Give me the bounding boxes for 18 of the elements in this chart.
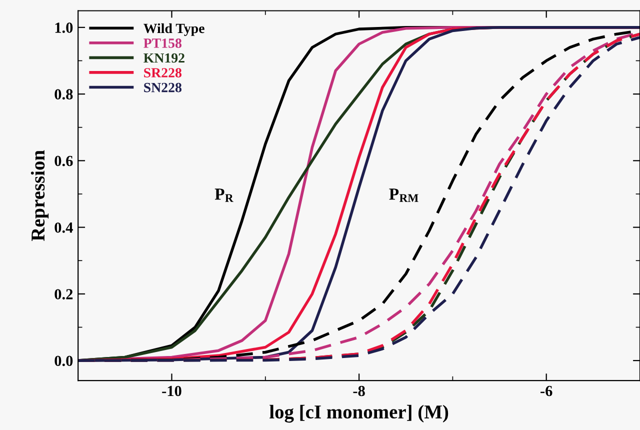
legend-label: SR228 <box>144 68 182 78</box>
legend-label: PT158 <box>144 38 182 48</box>
annotation: P$_{R}$ <box>214 188 234 202</box>
legend-label: Wild Type <box>144 23 204 36</box>
y-tick-label: 1.0 <box>55 22 73 33</box>
y-tick-label: 0.2 <box>54 289 73 300</box>
x-tick-label: -8 <box>353 386 365 396</box>
y-tick-label: 0.4 <box>54 222 73 233</box>
x-tick-label: -6 <box>540 386 552 396</box>
legend-label: KN192 <box>144 53 184 63</box>
x-tick-label: -10 <box>162 386 182 396</box>
legend-label: SN228 <box>144 82 182 92</box>
annotation: P$_{RM}$ <box>389 188 418 202</box>
y-tick-label: 0.0 <box>54 356 73 366</box>
y-tick-label: 0.6 <box>54 156 73 166</box>
y-axis-title: Repression <box>30 150 49 242</box>
y-tick-label: 0.8 <box>54 89 73 100</box>
x-axis-title: log [cI monomer] (M) <box>270 404 448 423</box>
